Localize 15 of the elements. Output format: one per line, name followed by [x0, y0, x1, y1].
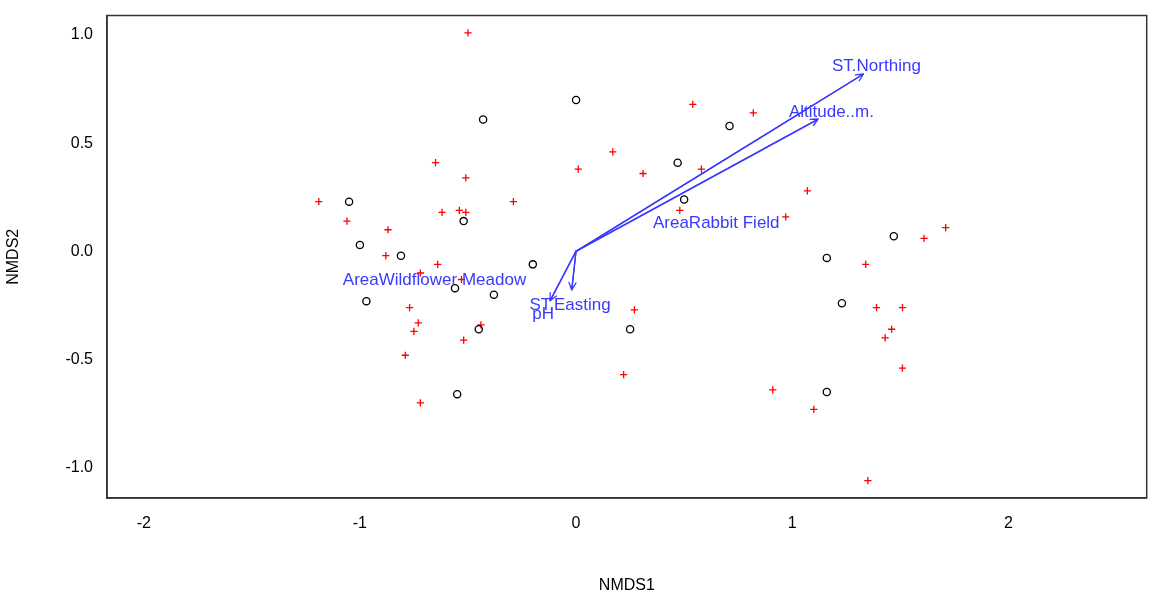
x-tick-label: -1 — [352, 514, 368, 532]
y-tick-label: -1.0 — [65, 458, 94, 476]
y-tick-label: -0.5 — [65, 349, 94, 367]
y-axis-title: NMDS2 — [4, 228, 22, 285]
x-tick-label: -2 — [136, 514, 151, 532]
annotation: AreaRabbit Field — [652, 213, 780, 233]
y-tick-label: 1.0 — [70, 25, 94, 43]
x-tick-label: 1 — [787, 514, 797, 532]
y-tick-label: 0.5 — [70, 133, 94, 151]
x-tick-label: 2 — [1003, 514, 1013, 532]
series-label: ST.Northing — [832, 55, 921, 75]
y-tick-label: 0.0 — [70, 241, 94, 259]
x-axis-title: NMDS1 — [598, 575, 655, 593]
annotation: AreaWildflower Meadow — [342, 269, 527, 289]
x-tick-label: 0 — [571, 514, 581, 532]
